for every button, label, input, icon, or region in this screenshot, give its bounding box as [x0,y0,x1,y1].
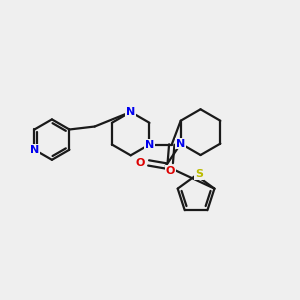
Text: O: O [136,158,145,168]
Text: N: N [30,145,39,155]
Text: N: N [176,139,185,148]
Text: S: S [195,169,203,179]
Text: N: N [145,140,154,149]
Text: N: N [126,107,135,117]
Text: O: O [166,166,175,176]
